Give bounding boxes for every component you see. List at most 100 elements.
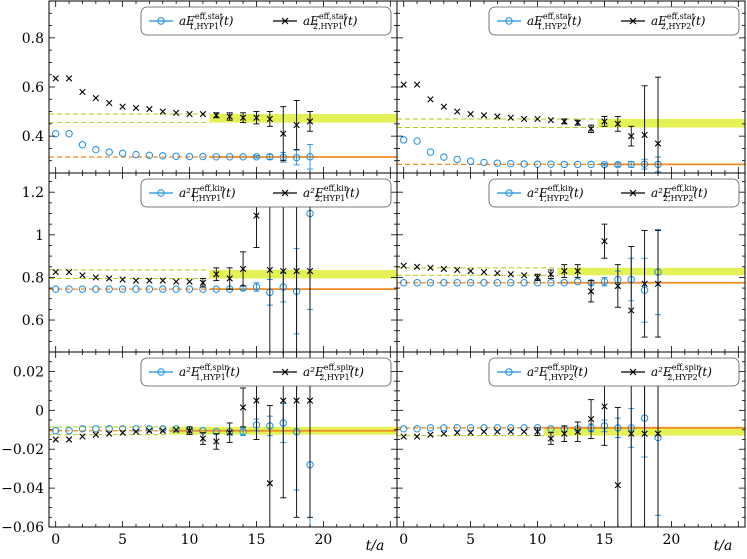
excited-point	[186, 427, 193, 434]
excited-point	[507, 428, 514, 435]
excited-point	[306, 397, 314, 404]
y-tick-label: 1.2	[22, 185, 44, 201]
ground-point	[185, 152, 194, 161]
legend-label: aEeff,stat 2,HYP1(t)	[303, 12, 358, 31]
excited-point	[520, 428, 528, 435]
legend-box	[488, 357, 740, 387]
excited-point	[574, 428, 581, 435]
y-tick-label: −0.02	[1, 442, 44, 458]
excited-point	[213, 438, 220, 445]
excited-point	[253, 397, 260, 404]
excited-point	[654, 140, 662, 147]
ground-point	[560, 279, 569, 287]
excited-point	[106, 99, 113, 107]
excited-point	[253, 212, 260, 219]
legend: aEeff,stat 1,HYP2(t) aEeff,stat 2,HYP2(t)	[488, 6, 740, 36]
legend-ground-marker	[157, 189, 165, 197]
legend-box	[140, 6, 392, 36]
excited-point	[628, 307, 635, 314]
excited-fit-band	[557, 267, 745, 276]
excited-point	[280, 397, 287, 404]
legend-excited-marker	[629, 189, 637, 197]
legend-label: a²Eeff,kin 2,HYP2(t)	[651, 184, 708, 203]
ground-point	[547, 160, 555, 168]
legend-ground-marker	[157, 368, 165, 376]
excited-point	[480, 428, 488, 435]
y-tick-label: 1	[35, 228, 44, 244]
ground-point	[453, 279, 461, 287]
excited-point	[561, 267, 568, 275]
excited-point	[132, 104, 140, 112]
excited-point	[400, 262, 407, 269]
ground-point	[573, 160, 582, 169]
excited-point	[79, 433, 86, 440]
x-axis-title: t/a	[714, 538, 733, 554]
excited-point	[614, 482, 622, 489]
plot-area	[397, 352, 745, 527]
ground-point	[399, 136, 408, 144]
excited-point	[52, 75, 59, 82]
ground-point	[145, 285, 154, 293]
ground-point	[132, 285, 140, 293]
plot-area	[397, 223, 745, 352]
excited-point	[92, 431, 100, 438]
excited-fit-band	[597, 118, 745, 128]
ground-point	[212, 153, 221, 161]
ground-point	[306, 153, 314, 161]
excited-point	[494, 113, 501, 120]
legend-label: a²Eeff,kin 1,HYP2(t)	[527, 184, 584, 203]
legend-box	[140, 357, 392, 387]
excited-point	[534, 115, 541, 123]
ground-point	[132, 150, 140, 159]
ground-point	[413, 137, 421, 145]
excited-point	[92, 274, 100, 281]
legend-excited-marker	[629, 17, 637, 25]
ground-point	[51, 427, 60, 435]
panel-2: 0.6 0.8 1 1.2 a²Eeff,kin 1,HYP1(t) a²Eeff,kin 2…	[22, 172, 398, 353]
excited-point	[427, 431, 434, 438]
excited-point	[587, 125, 595, 132]
y-tick-label: 0.6	[22, 313, 44, 329]
excited-point	[266, 480, 274, 487]
y-tick-label: 0.8	[22, 270, 44, 286]
ground-point	[560, 160, 569, 169]
y-tick-label: 0.4	[22, 129, 44, 145]
legend-excited-marker	[281, 368, 289, 376]
legend-label: aEeff,stat 1,HYP2(t)	[527, 12, 582, 31]
excited-point	[119, 103, 126, 110]
excited-point	[400, 433, 407, 440]
excited-point	[440, 265, 448, 273]
excited-point	[172, 109, 180, 116]
excited-point	[480, 268, 488, 276]
excited-point	[614, 120, 622, 128]
excited-point	[654, 430, 662, 437]
excited-point	[293, 397, 300, 404]
excited-point	[266, 115, 274, 123]
ground-point	[413, 279, 421, 287]
excited-point	[454, 429, 461, 436]
excited-point	[507, 271, 514, 278]
excited-point	[280, 130, 287, 137]
excited-point	[520, 115, 528, 123]
x-tick-label: 10	[529, 532, 547, 548]
ground-point	[547, 279, 555, 287]
ground-point	[466, 424, 475, 432]
excited-point	[427, 264, 434, 272]
x-tick-label: 20	[662, 532, 680, 548]
excited-point	[146, 105, 153, 113]
legend-label: a²Eeff,spin 1,HYP2(t)	[527, 363, 588, 382]
y-tick-label: 0.02	[13, 364, 44, 380]
ground-point	[65, 285, 73, 293]
ground-point	[266, 153, 274, 161]
ground-point	[520, 279, 528, 287]
ground-point	[92, 425, 100, 433]
excited-point	[306, 118, 314, 125]
ground-point	[212, 285, 221, 293]
excited-point	[239, 265, 247, 273]
excited-point	[213, 112, 220, 119]
excited-point	[467, 429, 474, 436]
excited-point	[106, 430, 113, 437]
excited-point	[106, 275, 113, 282]
legend-ground-marker	[157, 17, 165, 25]
y-tick-label: 0.8	[22, 31, 44, 47]
